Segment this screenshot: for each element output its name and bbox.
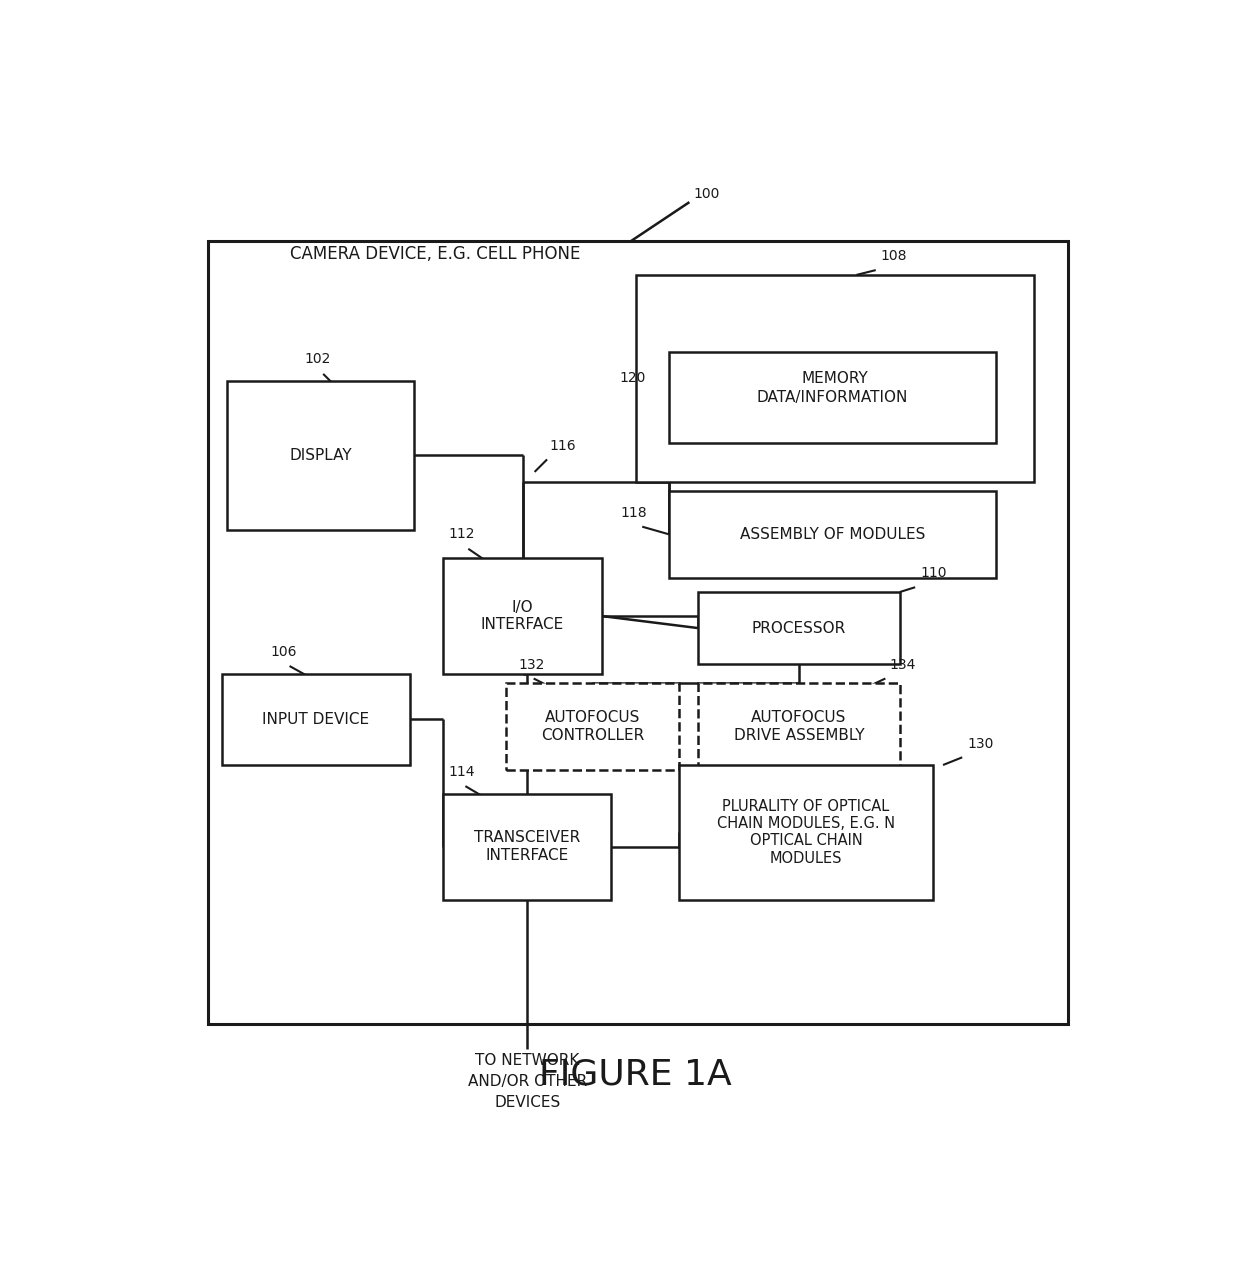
Text: 116: 116 — [549, 439, 575, 452]
Text: 118: 118 — [620, 506, 647, 520]
Bar — [444, 558, 601, 674]
Text: DATA/INFORMATION: DATA/INFORMATION — [756, 389, 908, 405]
Text: PROCESSOR: PROCESSOR — [751, 621, 846, 636]
Bar — [698, 683, 900, 770]
Text: INPUT DEVICE: INPUT DEVICE — [263, 711, 370, 727]
Text: 132: 132 — [518, 658, 544, 672]
Bar — [208, 241, 1068, 1024]
Text: 112: 112 — [448, 527, 475, 541]
Bar — [444, 794, 611, 899]
Text: CAMERA DEVICE, E.G. CELL PHONE: CAMERA DEVICE, E.G. CELL PHONE — [290, 245, 580, 263]
Text: 102: 102 — [304, 352, 330, 366]
Text: FIGURE 1A: FIGURE 1A — [539, 1057, 732, 1092]
Text: TO NETWORK
AND/OR OTHER
DEVICES: TO NETWORK AND/OR OTHER DEVICES — [467, 1054, 587, 1110]
Bar — [506, 683, 678, 770]
Text: AUTOFOCUS
CONTROLLER: AUTOFOCUS CONTROLLER — [541, 710, 644, 743]
Text: 100: 100 — [693, 186, 719, 200]
Bar — [227, 381, 414, 530]
Bar — [678, 765, 934, 899]
Text: TRANSCEIVER
INTERFACE: TRANSCEIVER INTERFACE — [474, 830, 580, 863]
Text: 108: 108 — [880, 249, 906, 263]
Text: 106: 106 — [270, 645, 296, 659]
Bar — [670, 351, 996, 443]
Bar — [635, 275, 1034, 481]
Text: MEMORY: MEMORY — [801, 370, 868, 386]
Bar — [670, 492, 996, 577]
Text: 134: 134 — [889, 658, 915, 672]
Text: DISPLAY: DISPLAY — [289, 447, 352, 462]
Text: ASSEMBLY OF MODULES: ASSEMBLY OF MODULES — [740, 527, 925, 541]
Text: PLURALITY OF OPTICAL
CHAIN MODULES, E.G. N
OPTICAL CHAIN
MODULES: PLURALITY OF OPTICAL CHAIN MODULES, E.G.… — [717, 798, 895, 866]
Bar — [222, 674, 409, 765]
Text: 114: 114 — [448, 765, 475, 779]
Text: 110: 110 — [920, 567, 946, 581]
Text: 120: 120 — [619, 372, 646, 386]
Bar — [698, 593, 900, 664]
Text: AUTOFOCUS
DRIVE ASSEMBLY: AUTOFOCUS DRIVE ASSEMBLY — [734, 710, 864, 743]
Text: 130: 130 — [967, 737, 993, 751]
Text: I/O
INTERFACE: I/O INTERFACE — [481, 600, 564, 632]
